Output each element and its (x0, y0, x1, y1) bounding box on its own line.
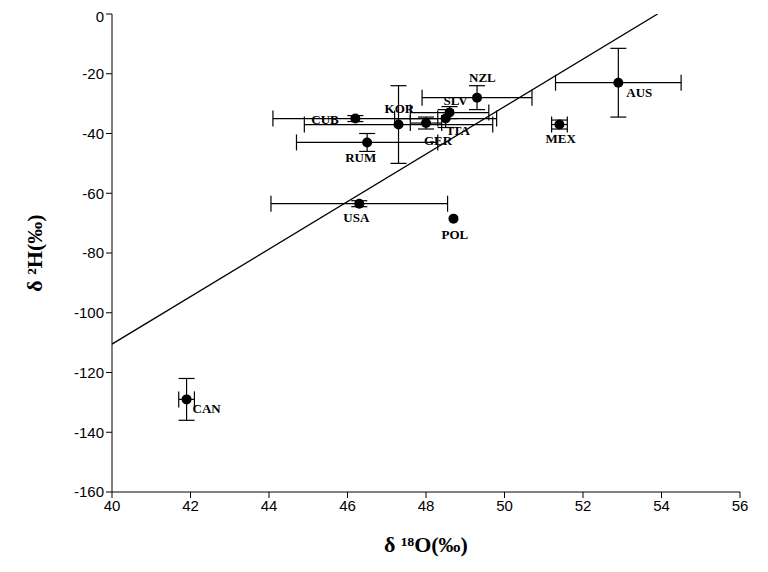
svg-text:KOR: KOR (385, 101, 415, 116)
svg-text:-140: -140 (74, 424, 104, 441)
svg-text:CAN: CAN (193, 401, 222, 416)
svg-text:-40: -40 (82, 125, 104, 142)
svg-text:50: 50 (496, 497, 513, 514)
svg-text:48: 48 (418, 497, 435, 514)
svg-text:-160: -160 (74, 483, 104, 500)
svg-text:ITA: ITA (448, 123, 471, 138)
svg-text:δ ²H(‰): δ ²H(‰) (22, 214, 47, 291)
svg-text:44: 44 (261, 497, 278, 514)
svg-text:GER: GER (424, 133, 453, 148)
svg-text:-120: -120 (74, 364, 104, 381)
svg-text:0: 0 (96, 8, 104, 25)
svg-text:40: 40 (104, 497, 121, 514)
svg-text:46: 46 (339, 497, 356, 514)
svg-text:δ ¹⁸O(‰): δ ¹⁸O(‰) (384, 532, 468, 557)
svg-text:USA: USA (343, 210, 370, 225)
svg-text:RUM: RUM (345, 150, 376, 165)
svg-text:POL: POL (441, 227, 468, 242)
svg-text:-80: -80 (82, 244, 104, 261)
svg-text:CUB: CUB (311, 112, 339, 127)
svg-text:NZL: NZL (469, 70, 496, 85)
svg-text:52: 52 (575, 497, 592, 514)
svg-text:56: 56 (732, 497, 749, 514)
svg-text:-100: -100 (74, 304, 104, 321)
svg-text:-60: -60 (82, 185, 104, 202)
svg-text:-20: -20 (82, 65, 104, 82)
svg-text:54: 54 (653, 497, 670, 514)
svg-text:SLV: SLV (444, 93, 469, 108)
svg-text:MEX: MEX (545, 131, 576, 146)
svg-text:AUS: AUS (626, 85, 652, 100)
svg-text:42: 42 (182, 497, 199, 514)
